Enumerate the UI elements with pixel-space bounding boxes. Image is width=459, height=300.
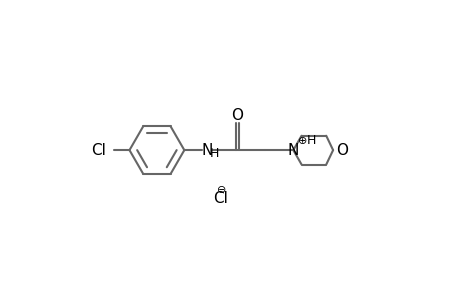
Text: N: N [201, 142, 212, 158]
Text: O: O [335, 142, 347, 158]
Text: H: H [306, 134, 315, 147]
Text: ⊖: ⊖ [217, 185, 226, 195]
Text: Cl: Cl [213, 190, 228, 206]
Text: O: O [230, 108, 243, 123]
Text: Cl: Cl [91, 142, 106, 158]
Text: N: N [287, 142, 298, 158]
Text: H: H [209, 147, 218, 160]
Text: ⊕: ⊕ [297, 136, 306, 146]
